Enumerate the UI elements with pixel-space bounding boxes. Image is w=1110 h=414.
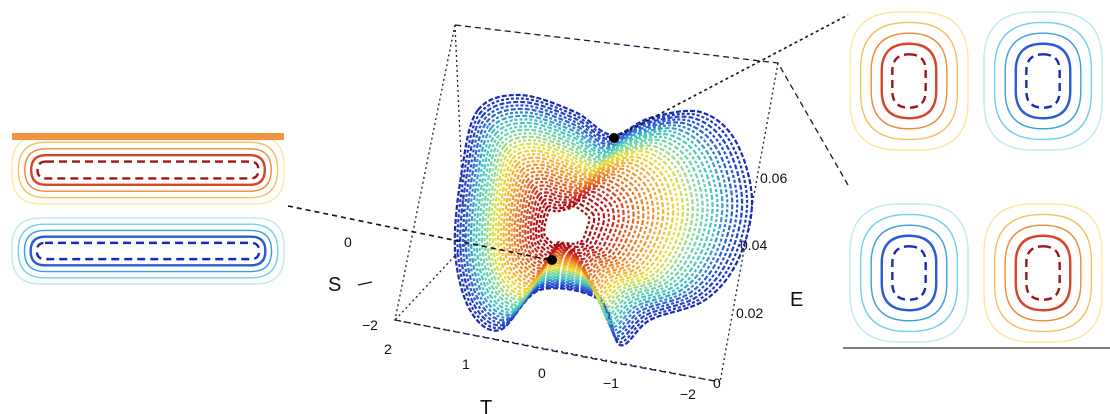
bounding-box — [394, 24, 849, 383]
surface-contour — [502, 156, 665, 291]
s-tick-mark — [357, 281, 373, 286]
t-tick-1: 1 — [462, 356, 470, 372]
surface-contour — [499, 153, 670, 294]
cold-contour — [880, 234, 938, 312]
e-axis-label: E — [790, 289, 803, 311]
surface-contour — [526, 187, 620, 264]
inset-left-top — [11, 133, 285, 205]
s-axis-label: S — [328, 274, 341, 296]
cold-contour — [859, 213, 959, 333]
cold-contour — [993, 21, 1093, 141]
inset-right-top — [849, 11, 1103, 151]
inset-left-bottom — [11, 217, 285, 285]
cold-contour — [35, 241, 261, 261]
connector-lines — [287, 14, 849, 261]
surface-contour — [461, 104, 739, 338]
warm-contour — [11, 135, 285, 205]
s-tick-0: 0 — [344, 234, 352, 250]
surface-contour — [497, 149, 675, 298]
cold-contour — [849, 203, 969, 343]
surface-contour — [532, 193, 610, 258]
minimum-point-marker — [547, 255, 557, 265]
warm-contour — [870, 32, 948, 130]
s-tick-2: 2 — [384, 341, 392, 357]
cold-contour — [29, 235, 267, 267]
surface-contour — [543, 205, 591, 247]
surface-contour — [475, 121, 714, 322]
surface-contour — [505, 160, 660, 288]
t-tick-neg2: −2 — [680, 386, 696, 402]
e-tick-004: 0.04 — [740, 237, 767, 253]
surface-contour — [467, 111, 729, 331]
surface-contour — [507, 163, 655, 285]
warm-contour — [17, 141, 279, 199]
cold-contour — [1004, 32, 1082, 130]
surface-contour — [478, 125, 709, 319]
warm-contour — [880, 42, 938, 120]
warm-contour — [1025, 245, 1061, 301]
surface-contour — [529, 190, 615, 261]
warm-contour — [36, 160, 260, 180]
warm-contour — [891, 53, 927, 109]
surface-contour — [540, 202, 596, 250]
cold-contour — [23, 229, 273, 273]
surface-contour — [486, 135, 694, 310]
surface-contour — [464, 107, 734, 334]
s-tick-neg2: −2 — [362, 317, 378, 333]
t-tick-0: 0 — [538, 365, 546, 381]
warm-contour — [29, 153, 267, 187]
surface-contour — [513, 170, 645, 279]
surface-contour — [456, 97, 749, 344]
e-tick-002: 0.02 — [736, 305, 763, 321]
cold-contour — [891, 245, 927, 301]
cold-contour — [1014, 42, 1072, 120]
surface-contour — [515, 174, 640, 276]
surface-contour — [510, 167, 650, 282]
cold-contour — [983, 11, 1103, 151]
t-tick-neg1: −1 — [603, 375, 619, 391]
surface-contour — [480, 128, 704, 316]
surface-contour — [488, 139, 689, 307]
energy-surface — [453, 93, 754, 347]
e-tick-0: 0 — [713, 375, 721, 391]
warm-contour — [859, 21, 959, 141]
warm-contour — [993, 213, 1093, 333]
cold-contour — [11, 217, 285, 285]
surface-contour — [518, 177, 635, 273]
warm-contour — [849, 11, 969, 151]
warm-contour — [24, 148, 272, 192]
surface-contour — [491, 142, 685, 304]
surface-contour — [472, 118, 719, 325]
cold-contour — [17, 223, 279, 279]
inset-right-bottom — [849, 203, 1103, 343]
surface-contour — [524, 184, 625, 267]
cold-contour — [1025, 53, 1061, 109]
cold-contour — [870, 224, 948, 322]
surface-contour — [483, 132, 699, 313]
surface-contour — [534, 196, 606, 255]
warm-edge-band — [12, 133, 284, 140]
warm-contour — [1004, 224, 1082, 322]
surface-contour — [494, 146, 680, 301]
t-axis-label: T — [480, 397, 492, 414]
e-tick-006: 0.06 — [760, 170, 787, 186]
warm-contour — [1014, 234, 1072, 312]
warm-contour — [983, 203, 1103, 343]
saddle-point-marker — [609, 133, 619, 143]
surface-contour — [521, 180, 630, 270]
surface-contour — [537, 199, 601, 252]
